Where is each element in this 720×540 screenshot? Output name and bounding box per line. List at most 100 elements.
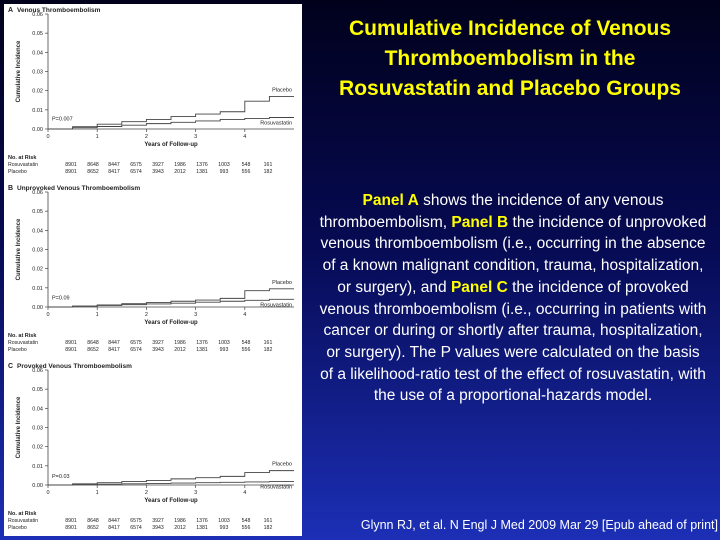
series-label: Rosuvastatin	[260, 485, 292, 491]
x-tick-label: 0	[46, 134, 49, 140]
series-label: Rosuvastatin	[260, 302, 292, 308]
at-risk-row-label: Rosuvastatin	[8, 518, 38, 524]
y-tick-label: 0.03	[32, 426, 43, 432]
at-risk-value: 556	[242, 525, 251, 531]
at-risk-value: 6575	[130, 340, 142, 346]
y-tick-label: 0.04	[32, 406, 43, 412]
panel-title: Provoked Venous Thromboembolism	[17, 363, 132, 370]
description-emphasis: Panel B	[451, 213, 509, 231]
at-risk-value: 161	[264, 340, 273, 346]
at-risk-value: 8901	[65, 347, 77, 353]
description-emphasis: Panel C	[450, 278, 508, 296]
at-risk-value: 182	[264, 347, 273, 353]
series-label: Placebo	[272, 462, 292, 468]
description-emphasis: Panel A	[362, 192, 419, 209]
description-text: the incidence of provoked venous thrombo…	[319, 278, 707, 405]
series-label: Rosuvastatin	[260, 121, 292, 127]
x-tick-label: 0	[46, 312, 49, 318]
at-risk-value: 6574	[130, 169, 142, 175]
x-tick-label: 1	[96, 312, 99, 318]
x-axis-label: Years of Follow-up	[144, 320, 198, 326]
series-line-rosuvastatin	[48, 481, 294, 486]
chart-svg: A Venous Thromboembolism 0.00 0.01 0.02 0.03 0…	[8, 7, 294, 175]
y-tick-label: 0.06	[32, 190, 43, 196]
at-risk-value: 2012	[174, 525, 186, 531]
at-risk-value: 8648	[87, 340, 99, 346]
at-risk-header: No. at Risk	[8, 511, 37, 517]
at-risk-value: 993	[220, 169, 229, 175]
at-risk-value: 1376	[196, 340, 208, 346]
x-tick-label: 2	[145, 134, 148, 140]
at-risk-value: 1003	[218, 340, 230, 346]
panel-letter: C	[8, 363, 13, 370]
at-risk-value: 3943	[152, 347, 164, 353]
at-risk-value: 3927	[152, 162, 164, 168]
y-tick-label: 0.04	[32, 50, 43, 56]
y-axis-label: Cumulative Incidence	[16, 40, 22, 102]
at-risk-value: 182	[264, 169, 273, 175]
y-axis-label: Cumulative Incidence	[16, 396, 22, 458]
series-label: Placebo	[272, 87, 292, 93]
y-tick-label: 0.03	[32, 248, 43, 254]
at-risk-value: 8447	[108, 340, 120, 346]
at-risk-value: 3927	[152, 518, 164, 524]
at-risk-value: 556	[242, 347, 251, 353]
series-line-placebo	[48, 95, 294, 130]
y-tick-label: 0.02	[32, 267, 43, 273]
at-risk-value: 1003	[218, 518, 230, 524]
x-tick-label: 4	[243, 312, 246, 318]
at-risk-header: No. at Risk	[8, 333, 37, 339]
y-tick-label: 0.03	[32, 70, 43, 76]
x-tick-label: 4	[243, 134, 246, 140]
at-risk-value: 8901	[65, 162, 77, 168]
x-tick-label: 2	[145, 490, 148, 496]
x-tick-label: 4	[243, 490, 246, 496]
nejm-figure: A Venous Thromboembolism 0.00 0.01 0.02 0.03 0…	[4, 4, 302, 536]
x-tick-label: 3	[194, 134, 197, 140]
at-risk-value: 1381	[196, 525, 208, 531]
y-tick-label: 0.00	[32, 127, 43, 133]
at-risk-row-label: Placebo	[8, 169, 27, 175]
at-risk-value: 161	[264, 162, 273, 168]
at-risk-value: 3927	[152, 340, 164, 346]
at-risk-value: 8447	[108, 518, 120, 524]
x-tick-label: 1	[96, 134, 99, 140]
at-risk-row-label: Placebo	[8, 347, 27, 353]
at-risk-value: 8417	[108, 525, 120, 531]
panel-title: Venous Thromboembolism	[17, 7, 101, 14]
y-tick-label: 0.02	[32, 445, 43, 451]
chart-svg: C Provoked Venous Thromboembolism 0.00 0.01…	[8, 363, 294, 531]
at-risk-value: 2012	[174, 347, 186, 353]
series-line-rosuvastatin	[48, 117, 294, 130]
at-risk-row-label: Placebo	[8, 525, 27, 531]
y-tick-label: 0.06	[32, 12, 43, 18]
at-risk-value: 6574	[130, 347, 142, 353]
at-risk-value: 1003	[218, 162, 230, 168]
at-risk-value: 8901	[65, 518, 77, 524]
x-tick-label: 1	[96, 490, 99, 496]
at-risk-value: 1381	[196, 169, 208, 175]
y-tick-label: 0.04	[32, 228, 43, 234]
at-risk-value: 8652	[87, 347, 99, 353]
p-value-label: P=0.03	[52, 474, 70, 480]
at-risk-value: 8901	[65, 340, 77, 346]
at-risk-value: 182	[264, 525, 273, 531]
panel-a: A Venous Thromboembolism 0.00 0.01 0.02 0.03 0…	[4, 4, 302, 180]
description-text: the incidence of unprovoked venous throm…	[320, 213, 707, 296]
p-value-label: P=0.09	[52, 295, 70, 301]
x-tick-label: 2	[145, 312, 148, 318]
at-risk-value: 8417	[108, 347, 120, 353]
x-axis-label: Years of Follow-up	[144, 498, 198, 504]
series-line-rosuvastatin	[48, 298, 294, 308]
at-risk-value: 993	[220, 347, 229, 353]
y-tick-label: 0.00	[32, 305, 43, 311]
at-risk-value: 548	[242, 162, 251, 168]
slide-description: Panel A shows the incidence of any venou…	[318, 190, 708, 407]
panel-c: C Provoked Venous Thromboembolism 0.00 0.01…	[4, 360, 302, 536]
series-line-placebo	[48, 470, 294, 486]
y-tick-label: 0.01	[32, 464, 43, 470]
chart-svg: B Unprovoked Venous Thromboembolism 0.00 0.…	[8, 185, 294, 353]
at-risk-value: 8652	[87, 525, 99, 531]
at-risk-value: 3943	[152, 169, 164, 175]
at-risk-value: 1986	[174, 162, 186, 168]
